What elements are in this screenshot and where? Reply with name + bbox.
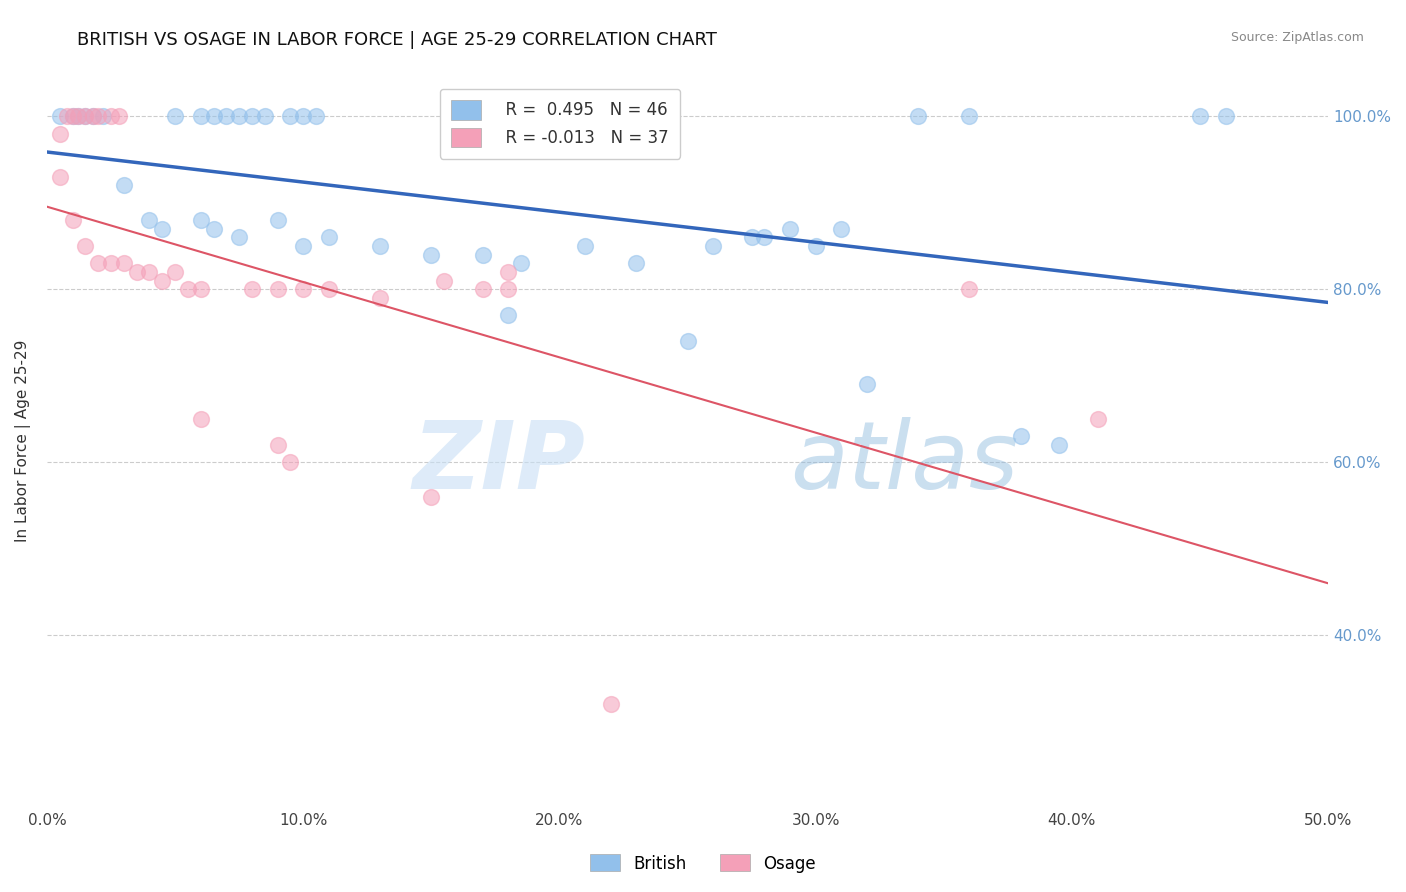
Point <box>433 274 456 288</box>
Point <box>138 213 160 227</box>
Point <box>150 221 173 235</box>
Point <box>266 213 288 227</box>
Point <box>62 213 84 227</box>
Point <box>318 230 340 244</box>
Point <box>66 109 89 123</box>
Point <box>240 109 263 123</box>
Point <box>471 282 494 296</box>
Point <box>1047 438 1070 452</box>
Point <box>318 282 340 296</box>
Point <box>228 109 250 123</box>
Point <box>420 490 443 504</box>
Point <box>82 109 104 123</box>
Point <box>87 109 110 123</box>
Point <box>779 221 801 235</box>
Point <box>1215 109 1237 123</box>
Point <box>496 265 519 279</box>
Point <box>574 239 596 253</box>
Point <box>907 109 929 123</box>
Point <box>190 109 212 123</box>
Point <box>165 109 187 123</box>
Point <box>830 221 852 235</box>
Point <box>190 282 212 296</box>
Point <box>676 334 699 348</box>
Point <box>856 377 879 392</box>
Point <box>266 282 288 296</box>
Point <box>292 239 315 253</box>
Point <box>305 109 328 123</box>
Point <box>292 282 315 296</box>
Point <box>56 109 79 123</box>
Point <box>957 109 980 123</box>
Point <box>280 455 302 469</box>
Point <box>957 282 980 296</box>
Point <box>62 109 84 123</box>
Point <box>253 109 276 123</box>
Text: BRITISH VS OSAGE IN LABOR FORCE | AGE 25-29 CORRELATION CHART: BRITISH VS OSAGE IN LABOR FORCE | AGE 25… <box>77 31 717 49</box>
Point <box>165 265 187 279</box>
Point <box>87 256 110 270</box>
Point <box>496 308 519 322</box>
Point <box>93 109 115 123</box>
Point <box>100 109 122 123</box>
Point <box>150 274 173 288</box>
Point <box>266 438 288 452</box>
Text: Source: ZipAtlas.com: Source: ZipAtlas.com <box>1230 31 1364 45</box>
Point <box>368 291 391 305</box>
Point <box>292 109 315 123</box>
Point <box>107 109 129 123</box>
Point <box>138 265 160 279</box>
Point <box>62 109 84 123</box>
Point <box>471 247 494 261</box>
Point <box>741 230 763 244</box>
Point <box>599 698 621 712</box>
Point <box>190 412 212 426</box>
Point <box>49 127 72 141</box>
Point <box>125 265 148 279</box>
Point <box>112 178 135 193</box>
Point <box>702 239 724 253</box>
Point <box>215 109 238 123</box>
Point <box>1010 429 1032 443</box>
Point <box>804 239 827 253</box>
Text: ZIP: ZIP <box>412 417 585 508</box>
Point <box>177 282 200 296</box>
Point <box>82 109 104 123</box>
Y-axis label: In Labor Force | Age 25-29: In Labor Force | Age 25-29 <box>15 339 31 541</box>
Point <box>202 109 225 123</box>
Point <box>49 109 72 123</box>
Point <box>75 239 97 253</box>
Point <box>75 109 97 123</box>
Point <box>228 230 250 244</box>
Point <box>280 109 302 123</box>
Text: atlas: atlas <box>790 417 1018 508</box>
Point <box>1087 412 1109 426</box>
Legend:   R =  0.495   N = 46,   R = -0.013   N = 37: R = 0.495 N = 46, R = -0.013 N = 37 <box>440 88 681 159</box>
Point <box>202 221 225 235</box>
Point <box>112 256 135 270</box>
Point <box>49 169 72 184</box>
Point <box>75 109 97 123</box>
Point <box>1189 109 1212 123</box>
Point <box>100 256 122 270</box>
Point <box>66 109 89 123</box>
Point <box>240 282 263 296</box>
Point <box>368 239 391 253</box>
Point <box>626 256 648 270</box>
Legend: British, Osage: British, Osage <box>583 847 823 880</box>
Point <box>190 213 212 227</box>
Point <box>510 256 533 270</box>
Point <box>496 282 519 296</box>
Point <box>420 247 443 261</box>
Point <box>754 230 776 244</box>
